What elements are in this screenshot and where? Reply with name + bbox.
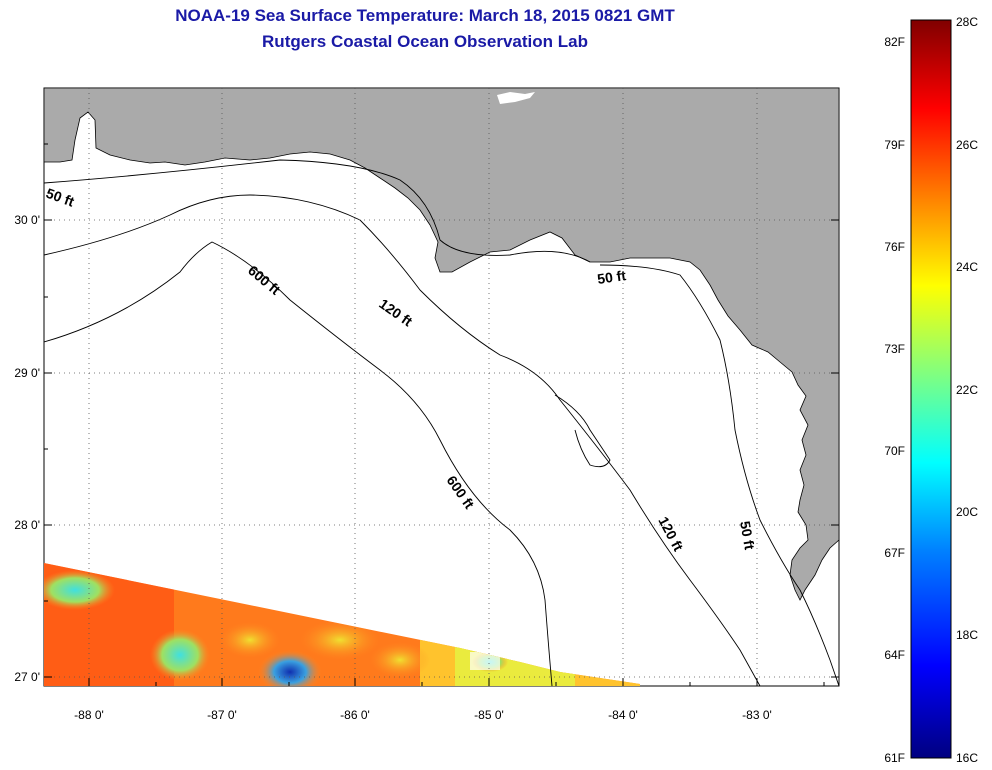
contour-50ft-east [599, 264, 839, 686]
cb-label-f: 79F [884, 138, 905, 152]
lat-tick-label: 28 0' [14, 518, 40, 532]
colorbar-celsius-labels: 28C 26C 24C 22C 20C 18C 16C [956, 15, 978, 765]
lat-tick-label: 27 0' [14, 670, 40, 684]
cb-label-c: 24C [956, 260, 978, 274]
colorbar [910, 19, 952, 759]
colorbar-fahrenheit-labels: 82F 79F 76F 73F 70F 67F 64F 61F [884, 35, 905, 765]
contour-label: 50 ft [596, 267, 627, 287]
cb-label-f: 61F [884, 751, 905, 765]
contour-label: 50 ft [737, 520, 758, 551]
cb-label-f: 67F [884, 546, 905, 560]
bathymetry-contours [44, 159, 839, 686]
contour-600ft [44, 241, 553, 686]
lon-tick-label: -83 0' [742, 708, 772, 722]
contour-120ft-islands [554, 394, 611, 468]
contour-120ft [44, 194, 761, 686]
lake [497, 92, 535, 104]
lon-tick-label: -88 0' [74, 708, 104, 722]
cb-label-f: 73F [884, 342, 905, 356]
cb-label-c: 18C [956, 628, 978, 642]
cb-label-c: 16C [956, 751, 978, 765]
lon-tick-label: -87 0' [207, 708, 237, 722]
lon-tick-label: -84 0' [608, 708, 638, 722]
cb-label-c: 28C [956, 15, 978, 29]
map-title: NOAA-19 Sea Surface Temperature: March 1… [175, 6, 675, 25]
lon-tick-label: -85 0' [474, 708, 504, 722]
cb-label-f: 64F [884, 648, 905, 662]
contour-50ft-north [44, 159, 591, 263]
cb-label-f: 82F [884, 35, 905, 49]
cb-label-c: 22C [956, 383, 978, 397]
lon-tick-label: -86 0' [340, 708, 370, 722]
cb-label-c: 20C [956, 505, 978, 519]
cb-label-f: 70F [884, 444, 905, 458]
lat-tick-label: 29 0' [14, 366, 40, 380]
cb-label-c: 26C [956, 138, 978, 152]
cb-label-f: 76F [884, 240, 905, 254]
lat-tick-label: 30 0' [14, 213, 40, 227]
axis-ticks [44, 143, 839, 686]
map-subtitle: Rutgers Coastal Ocean Observation Lab [262, 32, 588, 51]
